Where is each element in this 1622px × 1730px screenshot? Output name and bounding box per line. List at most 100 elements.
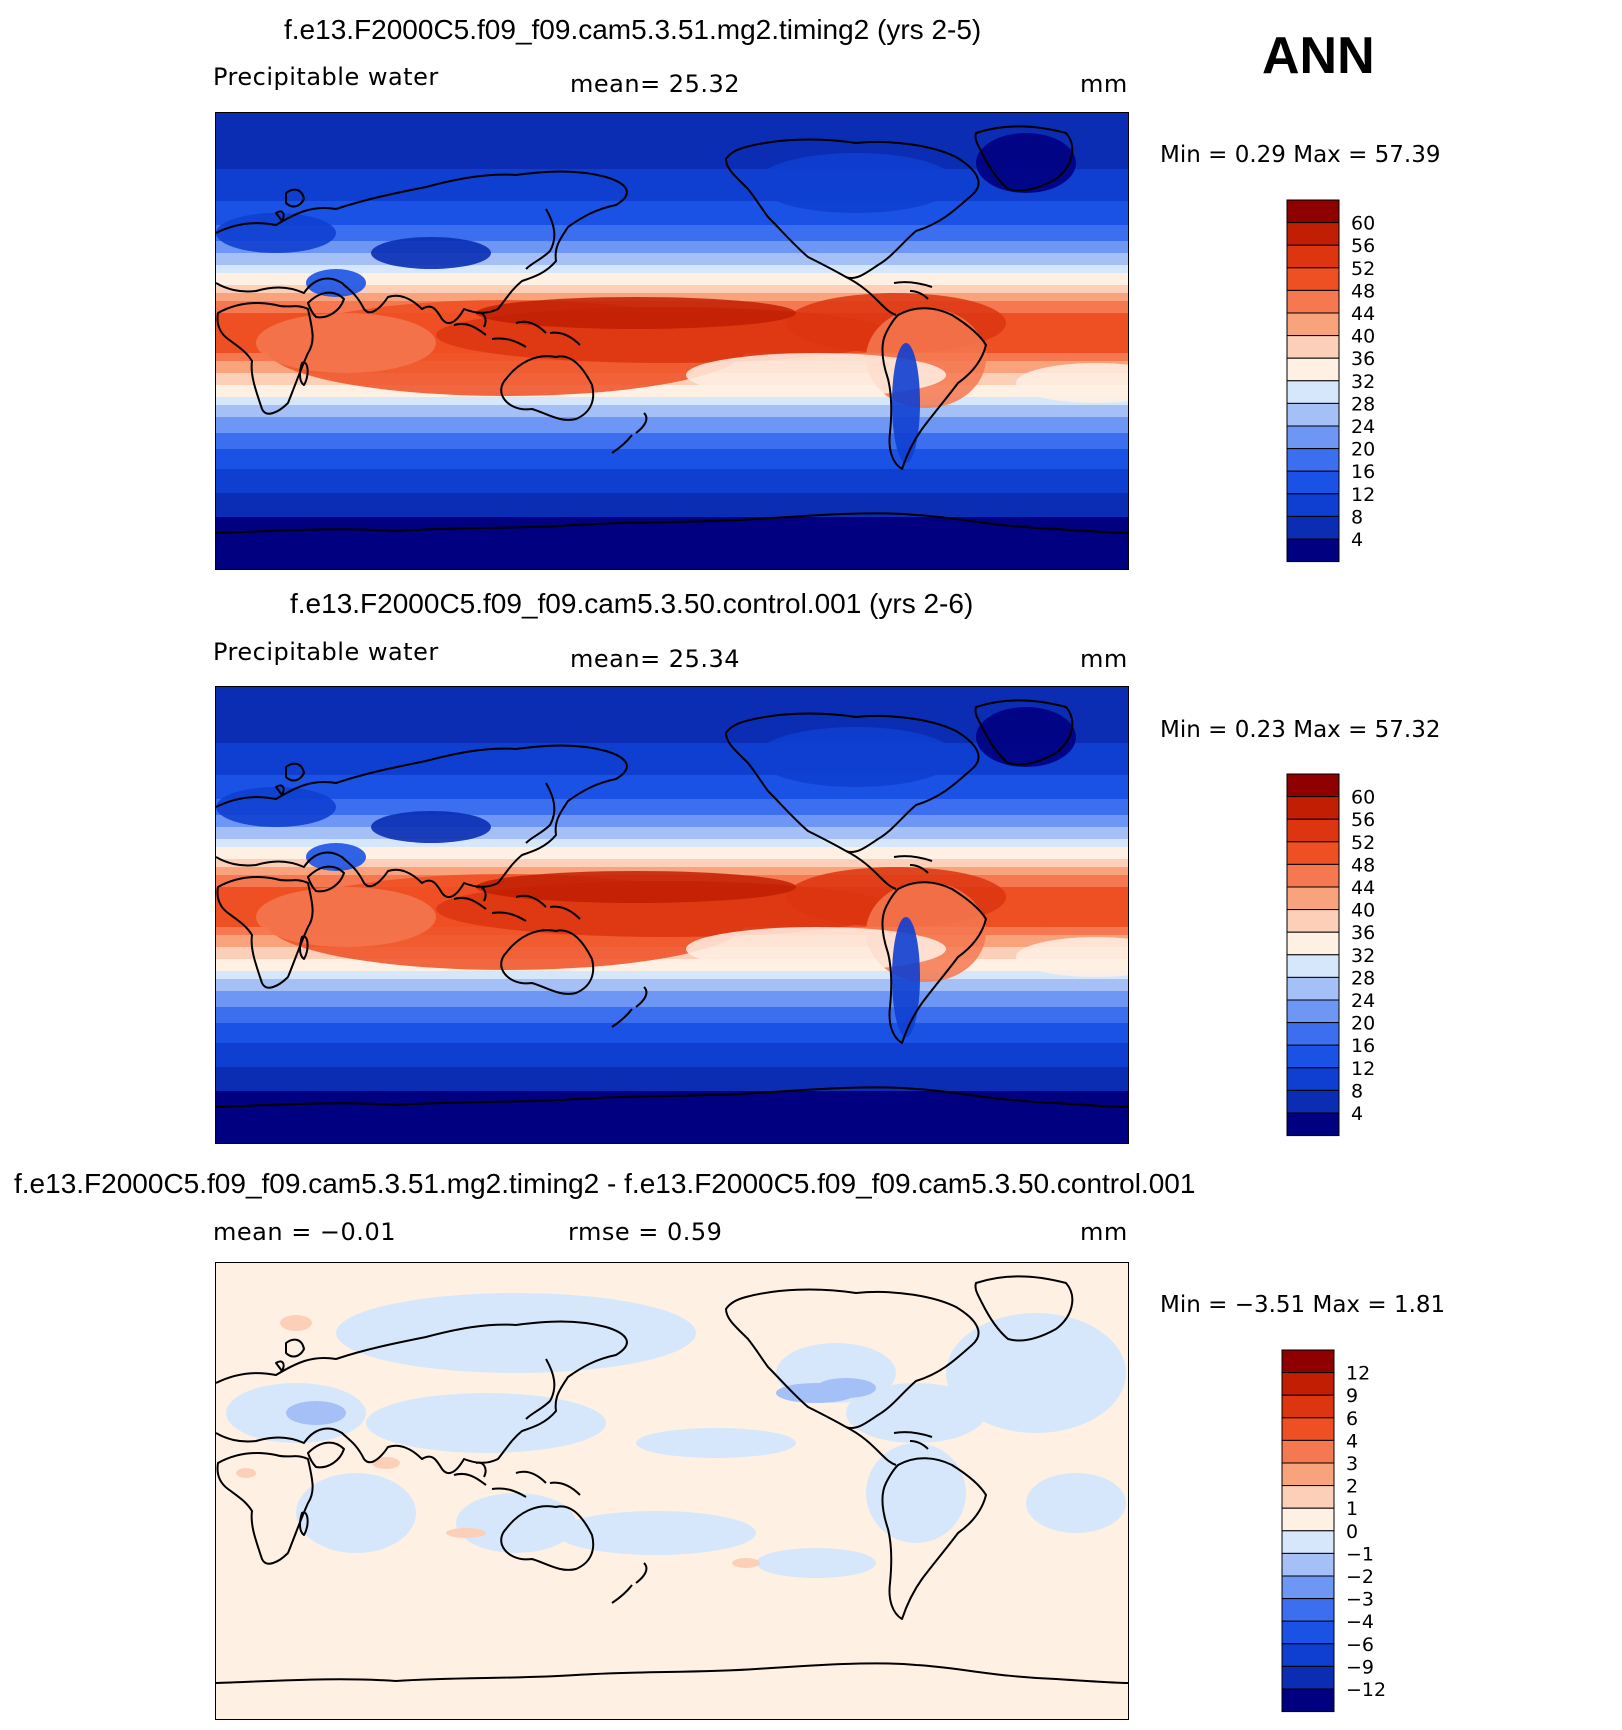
colorbar-tick-label: 3	[1346, 1453, 1358, 1475]
colorbar-box	[1281, 1575, 1335, 1600]
colorbar-box	[1286, 773, 1340, 798]
colorbar-tick-label: 36	[1351, 348, 1375, 370]
panel1-variable-label: Precipitable water	[213, 63, 439, 91]
colorbar-box	[1281, 1688, 1335, 1713]
colorbar-box	[1286, 402, 1340, 427]
panel2-variable-label: Precipitable water	[213, 638, 439, 666]
colorbar-tick-label: 32	[1351, 371, 1375, 393]
colorbar-box	[1281, 1485, 1335, 1509]
colorbar-tick-label: 6	[1346, 1408, 1358, 1430]
colorbar-box	[1286, 470, 1340, 495]
colorbar-tick-label: 28	[1351, 967, 1375, 989]
colorbar-box	[1286, 357, 1340, 382]
colorbar-box	[1281, 1552, 1335, 1577]
colorbar-tick-label: 52	[1351, 832, 1375, 854]
colorbar-box	[1286, 199, 1340, 224]
panel3-case-title: f.e13.F2000C5.f09_f09.cam5.3.51.mg2.timi…	[14, 1168, 1196, 1199]
colorbar-box	[1281, 1394, 1335, 1419]
colorbar-tick-label: 8	[1351, 506, 1363, 528]
panel3-minmax: Min = −3.51 Max = 1.81	[1160, 1292, 1446, 1318]
colorbar-tick-label: −12	[1346, 1679, 1386, 1701]
colorbar-box	[1286, 818, 1340, 843]
colorbar-tick-label: 12	[1346, 1363, 1370, 1385]
colorbar-tick-label: 16	[1351, 461, 1375, 483]
colorbar-box	[1286, 448, 1340, 472]
colorbar-box	[1281, 1643, 1335, 1667]
colorbar-tick-label: 32	[1351, 945, 1375, 967]
colorbar-tick-label: 24	[1351, 416, 1375, 438]
panel2-case-title: f.e13.F2000C5.f09_f09.cam5.3.50.control.…	[290, 588, 974, 619]
panel1-mean-label: mean= 25.32	[570, 70, 741, 98]
colorbar-tick-label: 12	[1351, 1058, 1375, 1080]
panel1-minmax: Min = 0.29 Max = 57.39	[1160, 142, 1441, 168]
colorbar-box	[1286, 999, 1340, 1024]
colorbar-box	[1281, 1417, 1335, 1441]
colorbar-box	[1286, 1089, 1340, 1114]
colorbar-tick-label: −9	[1346, 1656, 1374, 1678]
colorbar-box	[1286, 1044, 1340, 1069]
colorbar-box	[1286, 312, 1340, 337]
colorbar-box	[1281, 1530, 1335, 1554]
colorbar-tick-label: 8	[1351, 1080, 1363, 1102]
colorbar-box	[1286, 222, 1340, 246]
colorbar-box	[1286, 1022, 1340, 1046]
colorbar-tick-label: 60	[1351, 787, 1375, 809]
colorbar-tick-label: 12	[1351, 484, 1375, 506]
colorbar-box	[1286, 425, 1340, 450]
colorbar-tick-label: 60	[1351, 213, 1375, 235]
colorbar-tick-label: 9	[1346, 1385, 1358, 1407]
colorbar-tick-label: 56	[1351, 235, 1375, 257]
colorbar-box	[1286, 380, 1340, 404]
colorbar-box	[1286, 244, 1340, 269]
panel2-map	[215, 686, 1129, 1144]
panel2-units-label: mm	[1080, 645, 1128, 673]
colorbar-box	[1286, 1112, 1340, 1137]
colorbar-tick-label: 44	[1351, 877, 1375, 899]
colorbar-tick-label: 28	[1351, 393, 1375, 415]
colorbar-tick-label: 48	[1351, 854, 1375, 876]
colorbar-tick-label: −1	[1346, 1543, 1374, 1565]
panel3-rmse-label: rmse = 0.59	[568, 1218, 723, 1246]
panel3-map	[215, 1262, 1129, 1720]
colorbar-tick-label: 4	[1351, 529, 1363, 551]
colorbar-box	[1281, 1665, 1335, 1690]
colorbar-box	[1281, 1598, 1335, 1622]
season-label: ANN	[1262, 27, 1375, 85]
colorbar-box	[1281, 1620, 1335, 1645]
colorbar-box	[1281, 1507, 1335, 1532]
panel1-case-title: f.e13.F2000C5.f09_f09.cam5.3.51.mg2.timi…	[284, 14, 982, 45]
colorbar-tick-label: 4	[1346, 1430, 1358, 1452]
panel1-units-label: mm	[1080, 70, 1128, 98]
panel3-mean-label: mean = −0.01	[213, 1218, 396, 1246]
panel1-map	[215, 112, 1129, 570]
colorbar-tick-label: −4	[1346, 1611, 1374, 1633]
colorbar-tick-label: −6	[1346, 1634, 1374, 1656]
colorbar-box	[1286, 796, 1340, 820]
colorbar-tick-label: 48	[1351, 280, 1375, 302]
panel2-minmax: Min = 0.23 Max = 57.32	[1160, 717, 1441, 743]
colorbar-tick-label: 52	[1351, 258, 1375, 280]
panel3-units-label: mm	[1080, 1218, 1128, 1246]
colorbar-box	[1286, 886, 1340, 911]
colorbar-box	[1286, 976, 1340, 1001]
colorbar-tick-label: 20	[1351, 1013, 1375, 1035]
colorbar-tick-label: 40	[1351, 326, 1375, 348]
colorbar-box	[1286, 909, 1340, 933]
colorbar-box	[1286, 538, 1340, 563]
colorbar-box	[1281, 1372, 1335, 1396]
colorbar-tick-label: −2	[1346, 1566, 1374, 1588]
colorbar-box	[1286, 954, 1340, 978]
colorbar-box	[1281, 1462, 1335, 1487]
colorbar-tick-label: 1	[1346, 1498, 1358, 1520]
colorbar-tick-label: 2	[1346, 1476, 1358, 1498]
colorbar-tick-label: 40	[1351, 900, 1375, 922]
colorbar-tick-label: 20	[1351, 439, 1375, 461]
colorbar-box	[1286, 863, 1340, 888]
panel2-mean-label: mean= 25.34	[570, 645, 741, 673]
colorbar-box	[1286, 515, 1340, 540]
colorbar-box	[1286, 1067, 1340, 1091]
colorbar-tick-label: 44	[1351, 303, 1375, 325]
